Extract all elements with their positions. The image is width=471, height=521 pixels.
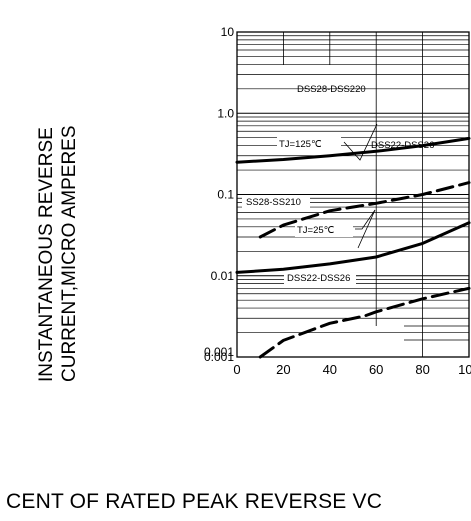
bracket-tj-125 <box>343 123 378 161</box>
annotation-dss22-dss26-upper: DSS22-DSS26 <box>371 140 434 151</box>
y-axis-label: INSTANTANEOUS REVERSE CURRENT,MICRO AMPE… <box>36 125 80 382</box>
x-tick-labels: 0 20 40 60 80 100 <box>233 362 471 377</box>
series-line-1 <box>235 136 471 164</box>
series-line-3 <box>235 221 471 274</box>
annotation-background <box>242 196 310 209</box>
annotation-background <box>295 223 353 237</box>
x-tick-label: 80 <box>415 362 429 377</box>
series-line-2 <box>258 181 471 239</box>
y-tick-label: 0.001 <box>204 345 234 359</box>
x-axis-label-box: CENT OF RATED PEAK REVERSE VC <box>0 486 471 521</box>
annotation-dss28-dss220: DSS28-DSS220 <box>297 84 366 95</box>
plot-frame <box>236 31 470 358</box>
annotation-dss22-dss26-lower: DSS22-DSS26 <box>287 273 350 284</box>
bracket-tj-25 <box>355 209 376 249</box>
y-tick-label: 10 <box>221 25 235 39</box>
annotation-tj-125: TJ=125℃ <box>279 139 322 150</box>
x-axis-label: CENT OF RATED PEAK REVERSE VC <box>6 490 383 513</box>
x-tick-label: 20 <box>276 362 290 377</box>
x-tick-label: 100 <box>458 362 471 377</box>
y-axis-label-line-1: INSTANTANEOUS REVERSE <box>36 127 57 382</box>
y-tick-label: 0.001 <box>204 350 234 364</box>
y-tick-label: 0.01 <box>211 269 235 283</box>
y-tick-label: 0.1 <box>217 188 234 202</box>
annotation-background <box>277 137 341 151</box>
chart-grid <box>237 32 469 358</box>
y-axis-label-line-2: CURRENT,MICRO AMPERES <box>59 125 80 382</box>
annotation-background <box>284 272 356 285</box>
chart-annotations: DSS28-DSS220 TJ=125℃ DSS22-DSS26 SS28-SS210… <box>242 84 469 358</box>
x-tick-label: 40 <box>323 362 337 377</box>
series-line-4 <box>258 286 471 359</box>
x-tick-label: 0 <box>233 362 240 377</box>
chart-curves <box>235 136 471 359</box>
annotation-tj-25: TJ=25℃ <box>297 225 335 236</box>
x-tick-label: 60 <box>369 362 383 377</box>
annotation-ss28-ss210: SS28-SS210 <box>246 197 301 208</box>
y-tick-label: 1.0 <box>217 106 234 120</box>
